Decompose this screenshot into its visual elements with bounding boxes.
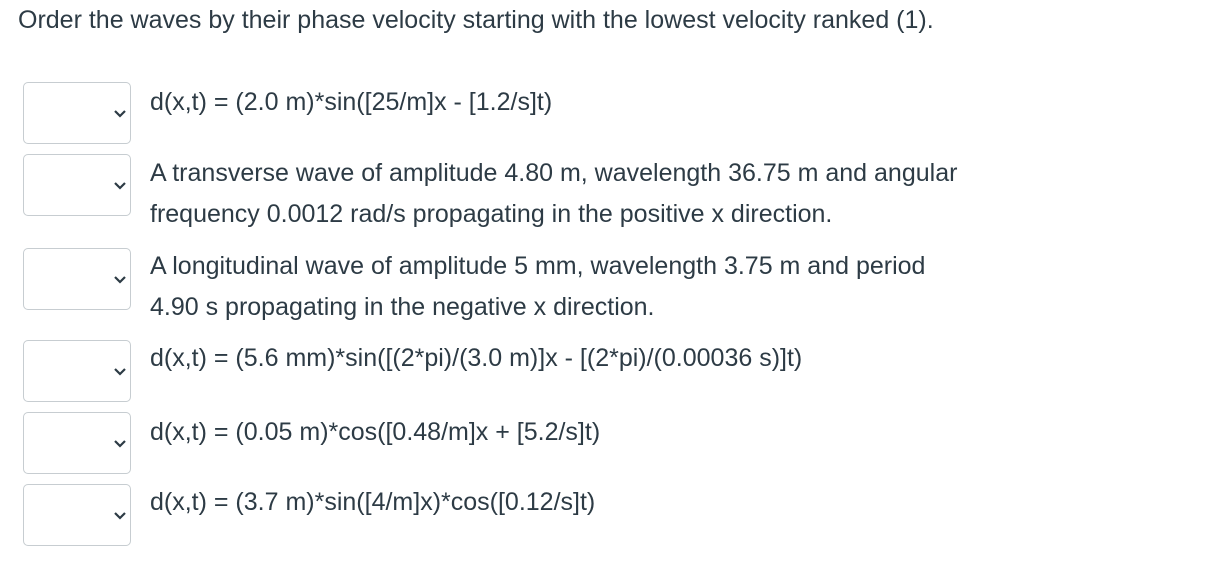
rank-select[interactable] — [23, 340, 131, 402]
wave-description: frequency 0.0012 rad/s propagating in th… — [150, 200, 833, 228]
chevron — [114, 276, 126, 284]
chevron — [114, 182, 126, 190]
chevron — [114, 110, 126, 118]
rank-select[interactable] — [23, 484, 131, 546]
wave-description: d(x,t) = (0.05 m)*cos([0.48/m]x + [5.2/s… — [150, 418, 601, 446]
wave-description: d(x,t) = (3.7 m)*sin([4/m]x)*cos([0.12/s… — [150, 488, 596, 516]
wave-description: 4.90 s propagating in the negative x dir… — [150, 293, 655, 321]
wave-description: A transverse wave of amplitude 4.80 m, w… — [150, 159, 958, 187]
rank-select[interactable] — [23, 248, 131, 310]
chevron — [114, 368, 126, 376]
rank-select[interactable] — [23, 412, 131, 474]
rank-select[interactable] — [23, 82, 131, 144]
wave-description: d(x,t) = (5.6 mm)*sin([(2*pi)/(3.0 m)]x … — [150, 344, 803, 372]
chevron — [114, 440, 126, 448]
rank-select[interactable] — [23, 154, 131, 216]
chevron — [114, 512, 126, 520]
wave-description: d(x,t) = (2.0 m)*sin([25/m]x - [1.2/s]t) — [150, 88, 553, 116]
question: Order the waves by their phase velocity … — [18, 6, 934, 34]
wave-description: A longitudinal wave of amplitude 5 mm, w… — [150, 252, 926, 280]
